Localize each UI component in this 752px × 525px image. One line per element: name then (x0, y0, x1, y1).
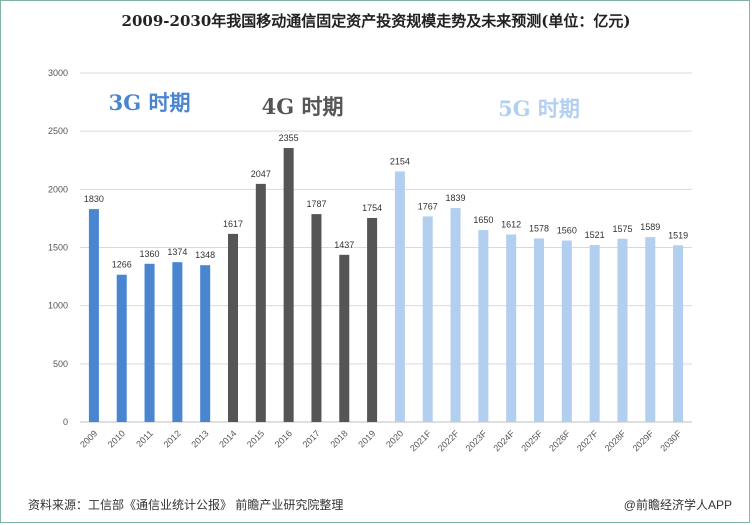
bar (533, 238, 545, 422)
data-label: 1374 (167, 247, 187, 257)
x-tick-label: 2027F (575, 428, 600, 453)
x-tick-label: 2025F (519, 428, 544, 453)
bar (367, 217, 378, 422)
data-label: 1575 (612, 224, 632, 234)
data-label: 1839 (446, 193, 466, 203)
data-label: 1348 (195, 250, 215, 260)
bar (673, 245, 684, 422)
x-tick-label: 2020 (384, 428, 405, 449)
source-note: 资料来源：工信部《通信业统计公报》 前瞻产业研究院整理 (28, 498, 344, 512)
bar (506, 234, 517, 422)
bar (339, 254, 350, 422)
bar (227, 233, 239, 422)
data-label: 1767 (418, 201, 438, 211)
x-tick-label: 2018 (328, 428, 349, 449)
bar (255, 183, 266, 422)
x-tick-label: 2015 (245, 428, 266, 449)
period-labels: 3G 时期 4G 时期 5G 时期 (109, 90, 580, 121)
data-labels: 1830 1266 1360 1374 1348 1617 2047 2355 1787 1437… (84, 133, 688, 270)
data-label: 1578 (529, 223, 549, 233)
bar (172, 262, 183, 422)
data-label: 2047 (251, 169, 271, 179)
y-tick-label: 2000 (48, 184, 68, 194)
x-tick-label: 2016 (273, 428, 294, 449)
x-tick-label: 2023F (464, 428, 489, 453)
x-tick-label: 2028F (603, 428, 628, 453)
period-label-4g: 4G 时期 (262, 94, 344, 119)
bar (478, 230, 489, 422)
data-label: 2154 (390, 156, 410, 166)
bar (645, 237, 656, 422)
x-tick-label: 2010 (106, 428, 127, 449)
data-label: 1787 (306, 199, 326, 209)
bar (283, 148, 294, 422)
x-axis-ticks: 2009 2010 2011 2012 2013 2014 2015 2016 2017 2018… (78, 428, 684, 453)
bars (88, 148, 684, 422)
data-label: 1519 (668, 230, 688, 240)
y-axis-ticks: 0 500 1000 1500 2000 2500 3000 (48, 68, 68, 427)
bar (394, 171, 405, 422)
x-tick-label: 2017 (301, 428, 322, 449)
bar (88, 209, 99, 422)
bar-chart: 0 500 1000 1500 2000 2500 3000 1830 1266 1360 137… (48, 68, 692, 453)
x-tick-label: 2012 (162, 428, 183, 449)
x-tick-label: 2009 (78, 428, 99, 449)
x-tick-label: 2024F (491, 428, 516, 453)
data-label: 1437 (334, 240, 354, 250)
data-label: 2355 (279, 133, 299, 143)
period-label-3g: 3G 时期 (109, 90, 191, 115)
brand-credit: @前瞻经济学人APP (623, 498, 732, 512)
chart-title: 2009-2030年我国移动通信固定资产投资规模走势及未来预测(单位：亿元) (121, 12, 631, 30)
x-tick-label: 2030F (658, 428, 683, 453)
y-tick-label: 1000 (48, 301, 68, 311)
data-label: 1589 (640, 222, 660, 232)
x-tick-label: 2021F (408, 428, 433, 453)
x-tick-label: 2014 (217, 428, 238, 449)
data-label: 1266 (112, 260, 132, 270)
data-label: 1830 (84, 194, 104, 204)
data-label: 1521 (585, 230, 605, 240)
data-label: 1617 (223, 219, 243, 229)
x-tick-label: 2019 (356, 428, 377, 449)
data-label: 1560 (557, 226, 577, 236)
bar (144, 263, 155, 422)
bar (422, 216, 433, 422)
y-tick-label: 1500 (48, 243, 68, 253)
data-label: 1612 (501, 219, 521, 229)
data-label: 1650 (473, 215, 493, 225)
x-tick-label: 2011 (134, 428, 155, 449)
y-tick-label: 3000 (48, 68, 68, 78)
bar (450, 208, 461, 422)
y-tick-label: 500 (53, 359, 68, 369)
bar (311, 214, 322, 422)
y-tick-label: 2500 (48, 126, 68, 136)
x-tick-label: 2026F (547, 428, 572, 453)
bar (561, 240, 572, 422)
data-label: 1360 (140, 249, 160, 259)
bar (200, 265, 211, 422)
x-tick-label: 2022F (436, 428, 461, 453)
period-label-5g: 5G 时期 (498, 96, 580, 121)
x-tick-label: 2013 (189, 428, 210, 449)
bar (589, 245, 600, 422)
bar (116, 274, 127, 422)
data-label: 1754 (362, 203, 382, 213)
y-tick-label: 0 (63, 417, 68, 427)
x-tick-label: 2029F (631, 428, 656, 453)
bar (617, 238, 628, 422)
